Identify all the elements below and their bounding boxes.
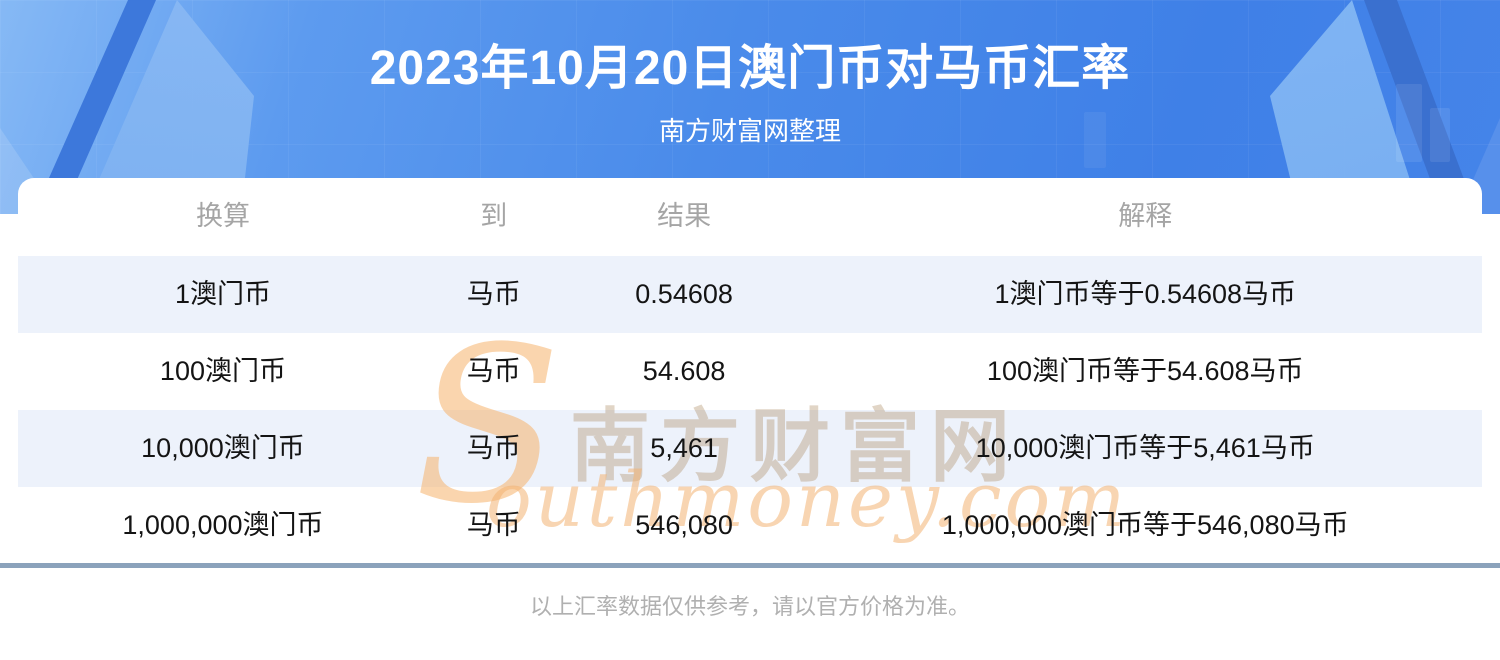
page-subtitle: 南方财富网整理 — [658, 116, 841, 146]
column-header-result: 结果 — [657, 201, 712, 232]
cell-amount: 10,000澳门币 — [141, 432, 305, 463]
banner-faint-bar-decoration — [1396, 84, 1422, 162]
column-header-convert: 换算 — [195, 201, 250, 232]
cell-result: 0.54608 — [635, 278, 733, 309]
table-header-row: 换算 到 结果 解释 — [18, 178, 1482, 256]
cell-result: 54.608 — [642, 355, 726, 386]
table-row: 100澳门币 马币 54.608 100澳门币等于54.608马币 — [18, 333, 1482, 410]
cell-currency: 马币 — [466, 355, 521, 386]
table-row: 1澳门币 马币 0.54608 1澳门币等于0.54608马币 — [18, 256, 1482, 333]
table-row: 10,000澳门币 马币 5,461 10,000澳门币等于5,461马币 — [18, 410, 1482, 487]
banner-faint-bar-decoration — [1084, 112, 1106, 168]
cell-amount: 1澳门币 — [174, 278, 271, 309]
cell-explanation: 1,000,000澳门币等于546,080马币 — [941, 509, 1349, 540]
cell-currency: 马币 — [466, 278, 521, 309]
banner-faint-bar-decoration — [1430, 108, 1450, 162]
page-title: 2023年10月20日澳门币对马币汇率 — [369, 42, 1131, 95]
rates-card: S 南方财富网 outhmoney.com 换算 到 结果 解释 1澳门币 马币… — [18, 178, 1482, 561]
cell-result: 5,461 — [650, 432, 718, 463]
cell-explanation: 10,000澳门币等于5,461马币 — [975, 432, 1315, 463]
footer-disclaimer: 以上汇率数据仅供参考，请以官方价格为准。 — [529, 594, 970, 619]
row-stripe — [18, 410, 1482, 487]
cell-amount: 100澳门币 — [159, 355, 286, 386]
rates-table: 换算 到 结果 解释 1澳门币 马币 0.54608 1澳门币等于0.54608… — [18, 178, 1482, 564]
cell-result: 546,080 — [635, 509, 733, 540]
footer-divider — [0, 563, 1500, 568]
table-row: 1,000,000澳门币 马币 546,080 1,000,000澳门币等于54… — [18, 487, 1482, 564]
table-body: 1澳门币 马币 0.54608 1澳门币等于0.54608马币 100澳门币 马… — [18, 256, 1482, 564]
cell-explanation: 100澳门币等于54.608马币 — [986, 355, 1304, 386]
cell-explanation: 1澳门币等于0.54608马币 — [994, 278, 1297, 309]
column-header-explanation: 解释 — [1118, 201, 1173, 232]
row-stripe — [18, 256, 1482, 333]
column-header-to: 到 — [480, 201, 508, 232]
cell-currency: 马币 — [466, 509, 521, 540]
cell-amount: 1,000,000澳门币 — [122, 509, 324, 540]
cell-currency: 马币 — [466, 432, 521, 463]
